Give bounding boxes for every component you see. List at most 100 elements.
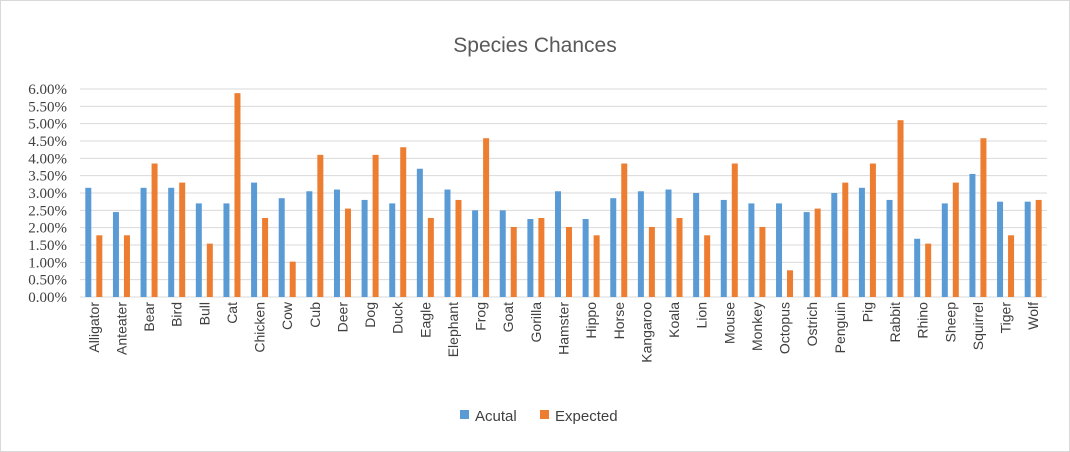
x-tick-label: Tiger bbox=[998, 302, 1014, 334]
bar-expected-deer bbox=[344, 208, 351, 297]
bar-acutal-rabbit bbox=[886, 199, 893, 297]
bar-acutal-duck bbox=[389, 203, 396, 297]
bar-acutal-hamster bbox=[555, 191, 561, 297]
x-tick-label: Wolf bbox=[1025, 302, 1041, 330]
bar-acutal-sheep bbox=[941, 203, 948, 297]
bar-expected-duck bbox=[400, 147, 407, 297]
x-tick-label: Mouse bbox=[721, 302, 737, 344]
x-tick-label: Sheep bbox=[942, 302, 958, 343]
bar-expected-mouse bbox=[731, 163, 738, 297]
x-tick-label: Eagle bbox=[417, 302, 433, 338]
bar-acutal-wolf bbox=[1024, 201, 1031, 297]
bar-expected-elephant bbox=[455, 199, 462, 297]
bar-expected-hippo bbox=[593, 235, 600, 297]
x-tick-label: Bear bbox=[141, 302, 157, 332]
x-tick-label: Koala bbox=[666, 302, 682, 338]
x-tick-label: Octopus bbox=[777, 302, 793, 354]
bar-expected-tiger bbox=[1008, 235, 1015, 297]
x-tick-label: Goat bbox=[500, 302, 516, 332]
bar-expected-cub bbox=[317, 154, 324, 297]
bar-expected-eagle bbox=[427, 217, 434, 297]
bar-acutal-cow bbox=[278, 198, 285, 297]
y-tick-label: 1.00% bbox=[28, 255, 67, 271]
bar-acutal-elephant bbox=[444, 189, 451, 297]
y-axis-ticks: 0.00%0.50% 1.00%1.50%2.00% 2.50%3.00%3.50%… bbox=[28, 82, 67, 306]
x-tick-label: Deer bbox=[334, 302, 350, 333]
bar-expected-frog bbox=[483, 138, 490, 297]
x-tick-label: Alligator bbox=[86, 302, 102, 353]
bar-acutal-pig bbox=[858, 187, 865, 297]
bar-acutal-monkey bbox=[748, 203, 755, 297]
x-tick-label: Bull bbox=[196, 302, 212, 325]
bar-acutal-gorilla bbox=[527, 219, 534, 297]
bar-acutal-mouse bbox=[720, 199, 727, 297]
bar-acutal-squirrel bbox=[969, 173, 976, 297]
bar-acutal-bull bbox=[195, 203, 202, 297]
legend: Acutal Expected bbox=[460, 408, 618, 425]
x-tick-label: Kangaroo bbox=[638, 302, 654, 363]
x-tick-label: Squirrel bbox=[970, 302, 986, 350]
bar-expected-koala bbox=[676, 217, 683, 297]
bar-acutal-ostrich bbox=[803, 212, 810, 297]
y-tick-label: 1.50% bbox=[28, 238, 67, 254]
x-tick-label: Rabbit bbox=[887, 302, 903, 343]
gridlines bbox=[80, 88, 1047, 298]
bar-acutal-lion bbox=[693, 193, 700, 297]
y-tick-label: 3.00% bbox=[28, 186, 67, 202]
bar-expected-alligator bbox=[96, 235, 103, 297]
bar-expected-rhino bbox=[925, 243, 932, 297]
x-tick-label: Lion bbox=[694, 302, 710, 328]
bar-expected-wolf bbox=[1035, 199, 1042, 297]
bar-expected-kangaroo bbox=[648, 226, 655, 297]
y-tick-label: 0.00% bbox=[28, 290, 67, 306]
bar-acutal-chicken bbox=[251, 182, 258, 297]
bar-expected-rabbit bbox=[897, 120, 904, 297]
y-tick-label: 3.50% bbox=[28, 169, 67, 185]
y-tick-label: 2.00% bbox=[28, 221, 67, 237]
bar-expected-chicken bbox=[262, 217, 269, 297]
x-tick-label: Dog bbox=[362, 302, 378, 328]
legend-label-expected: Expected bbox=[555, 408, 618, 425]
bar-expected-monkey bbox=[759, 226, 766, 297]
x-tick-label: Chicken bbox=[252, 302, 268, 353]
bar-expected-bull bbox=[206, 243, 213, 297]
bar-expected-pig bbox=[869, 163, 876, 297]
bar-acutal-goat bbox=[499, 210, 506, 297]
x-tick-label: Gorilla bbox=[528, 302, 544, 343]
x-tick-label: Penguin bbox=[832, 302, 848, 353]
bar-expected-squirrel bbox=[980, 138, 987, 297]
x-tick-label: Cat bbox=[224, 302, 240, 324]
y-tick-label: 0.50% bbox=[28, 273, 67, 289]
bar-acutal-bird bbox=[168, 187, 175, 297]
bar-acutal-dog bbox=[361, 199, 368, 297]
x-tick-label: Anteater bbox=[113, 302, 129, 355]
legend-swatch-expected bbox=[540, 410, 549, 419]
bar-expected-goat bbox=[510, 226, 517, 297]
bar-acutal-horse bbox=[610, 198, 617, 297]
bar-acutal-bear bbox=[140, 187, 147, 297]
legend-swatch-acutal bbox=[460, 410, 469, 419]
x-axis-ticks: Alligator Anteater Bear Bird Bull Cat Chicken C… bbox=[86, 301, 1041, 363]
y-tick-label: 5.50% bbox=[28, 99, 67, 115]
bar-expected-octopus bbox=[787, 270, 794, 297]
x-tick-label: Hamster bbox=[556, 302, 572, 355]
bar-expected-cow bbox=[289, 261, 296, 297]
bars bbox=[85, 93, 1042, 297]
y-tick-label: 4.50% bbox=[28, 134, 67, 150]
bar-acutal-rhino bbox=[914, 238, 921, 297]
bar-acutal-penguin bbox=[831, 193, 838, 297]
x-tick-label: Elephant bbox=[445, 302, 461, 357]
bar-expected-dog bbox=[372, 154, 379, 297]
bar-expected-hamster bbox=[566, 226, 572, 297]
bar-expected-sheep bbox=[952, 182, 959, 297]
bar-expected-cat bbox=[234, 93, 241, 297]
bar-acutal-frog bbox=[472, 210, 479, 297]
bar-acutal-deer bbox=[333, 189, 340, 297]
x-tick-label: Frog bbox=[473, 302, 489, 331]
bar-acutal-eagle bbox=[416, 168, 423, 297]
x-tick-label: Rhino bbox=[915, 302, 931, 339]
y-tick-label: 5.00% bbox=[28, 117, 67, 133]
x-tick-label: Duck bbox=[390, 301, 406, 334]
x-tick-label: Horse bbox=[611, 302, 627, 340]
